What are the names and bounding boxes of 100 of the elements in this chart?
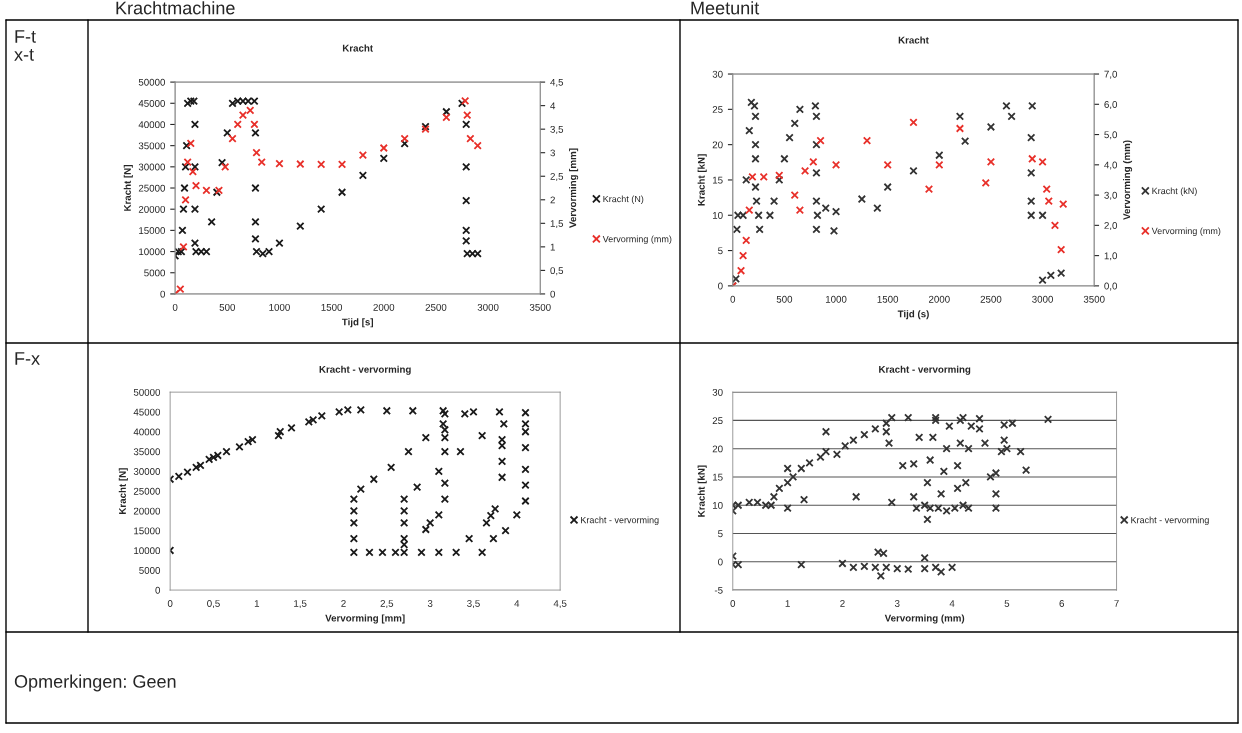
y2-tick-label: 2 (550, 196, 555, 204)
y2-axis-title: Vervorming (mm) (1122, 140, 1133, 220)
point (379, 154, 388, 163)
x-tick-label: 2 (840, 600, 845, 607)
point (1007, 112, 1016, 121)
x-tick-label: 2000 (373, 303, 395, 311)
point (960, 136, 970, 146)
y-tick-label: 25000 (133, 487, 161, 495)
point (955, 124, 965, 133)
y2-tick-label: 3,0 (1104, 191, 1118, 200)
y-tick-label: 40000 (138, 121, 166, 129)
point (752, 196, 761, 206)
point (337, 188, 347, 197)
point (191, 181, 201, 190)
point (1056, 245, 1066, 254)
x-tick-label: 3000 (477, 303, 499, 311)
legend-label: Kracht - vervorming (1131, 516, 1209, 525)
point (251, 128, 260, 138)
y-tick-label: 15 (712, 473, 723, 481)
point (1038, 211, 1047, 220)
x-tick-label: 7 (1114, 600, 1119, 607)
x-axis-title: Tijd (s) (897, 310, 929, 320)
y-axis-title: Kracht [kN] (697, 465, 707, 517)
x-tick-label: 3500 (1083, 295, 1105, 303)
point (738, 251, 748, 260)
point (790, 190, 799, 200)
point (207, 217, 216, 227)
point (747, 98, 756, 107)
x-tick-label: 2 (341, 600, 346, 607)
x-tick-label: 0 (730, 600, 736, 607)
point (190, 205, 200, 214)
point (179, 242, 188, 252)
point (473, 141, 482, 150)
point (812, 112, 821, 121)
point (1042, 184, 1051, 194)
x-tick-label: 3000 (1032, 295, 1054, 303)
y2-tick-label: 0 (550, 290, 556, 298)
point (829, 226, 839, 235)
legend-label: Vervorming (mm) (602, 235, 672, 244)
x-tick-label: 3 (894, 600, 900, 607)
point (275, 159, 284, 168)
legend-label: Kracht - vervorming (581, 516, 659, 525)
x-tick-label: 0,5 (207, 600, 220, 609)
point (251, 217, 260, 227)
point (251, 183, 260, 193)
point (251, 234, 260, 244)
point (862, 136, 872, 145)
point (1044, 196, 1053, 206)
point (790, 119, 799, 128)
point (190, 120, 200, 129)
legend-label: Kracht (N) (603, 195, 644, 204)
x-tick-label: 6 (1059, 600, 1065, 607)
point (1059, 199, 1068, 209)
point (873, 204, 882, 213)
y-tick-label: 5 (718, 247, 723, 255)
point (800, 166, 810, 176)
y2-tick-label: 1,0 (1104, 252, 1118, 261)
y2-tick-label: 2,0 (1104, 222, 1118, 231)
x-tick-label: 500 (219, 303, 236, 311)
y2-tick-label: 4 (550, 102, 556, 110)
y-tick-label: 25 (712, 417, 723, 425)
x-tick-label: 3 (427, 600, 433, 607)
point (358, 171, 368, 180)
point (246, 106, 255, 115)
point (202, 186, 211, 195)
x-tick-label: 0 (167, 600, 173, 607)
y-tick-label: 50000 (138, 78, 166, 86)
point (296, 159, 305, 169)
y-tick-label: 10 (712, 211, 723, 219)
point (296, 221, 305, 231)
point (181, 195, 190, 204)
point (831, 160, 841, 169)
point (176, 285, 185, 294)
point (883, 160, 892, 169)
point (317, 160, 326, 169)
y-tick-label: 50000 (133, 388, 161, 396)
y2-tick-label: 3,5 (550, 125, 564, 134)
point (190, 238, 200, 248)
point (809, 157, 818, 166)
point (252, 148, 261, 157)
point (462, 226, 471, 235)
point (1038, 276, 1047, 285)
point (751, 112, 760, 121)
point (769, 196, 779, 206)
y-tick-label: -5 (714, 586, 723, 594)
point (742, 175, 751, 185)
point (751, 182, 760, 192)
point (811, 101, 820, 110)
y-tick-label: 20000 (138, 205, 166, 213)
point (955, 112, 965, 121)
y2-tick-label: 1 (550, 243, 555, 251)
point (186, 96, 195, 106)
x-tick-label: 5 (1004, 600, 1010, 607)
chart-title: Kracht - vervorming (319, 365, 411, 375)
point (1027, 196, 1036, 206)
x-tick-label: 4 (514, 600, 520, 607)
x-tick-label: 1 (254, 600, 260, 607)
y-tick-label: 15 (712, 176, 723, 184)
y-tick-label: 20000 (133, 507, 161, 515)
point (188, 167, 198, 176)
